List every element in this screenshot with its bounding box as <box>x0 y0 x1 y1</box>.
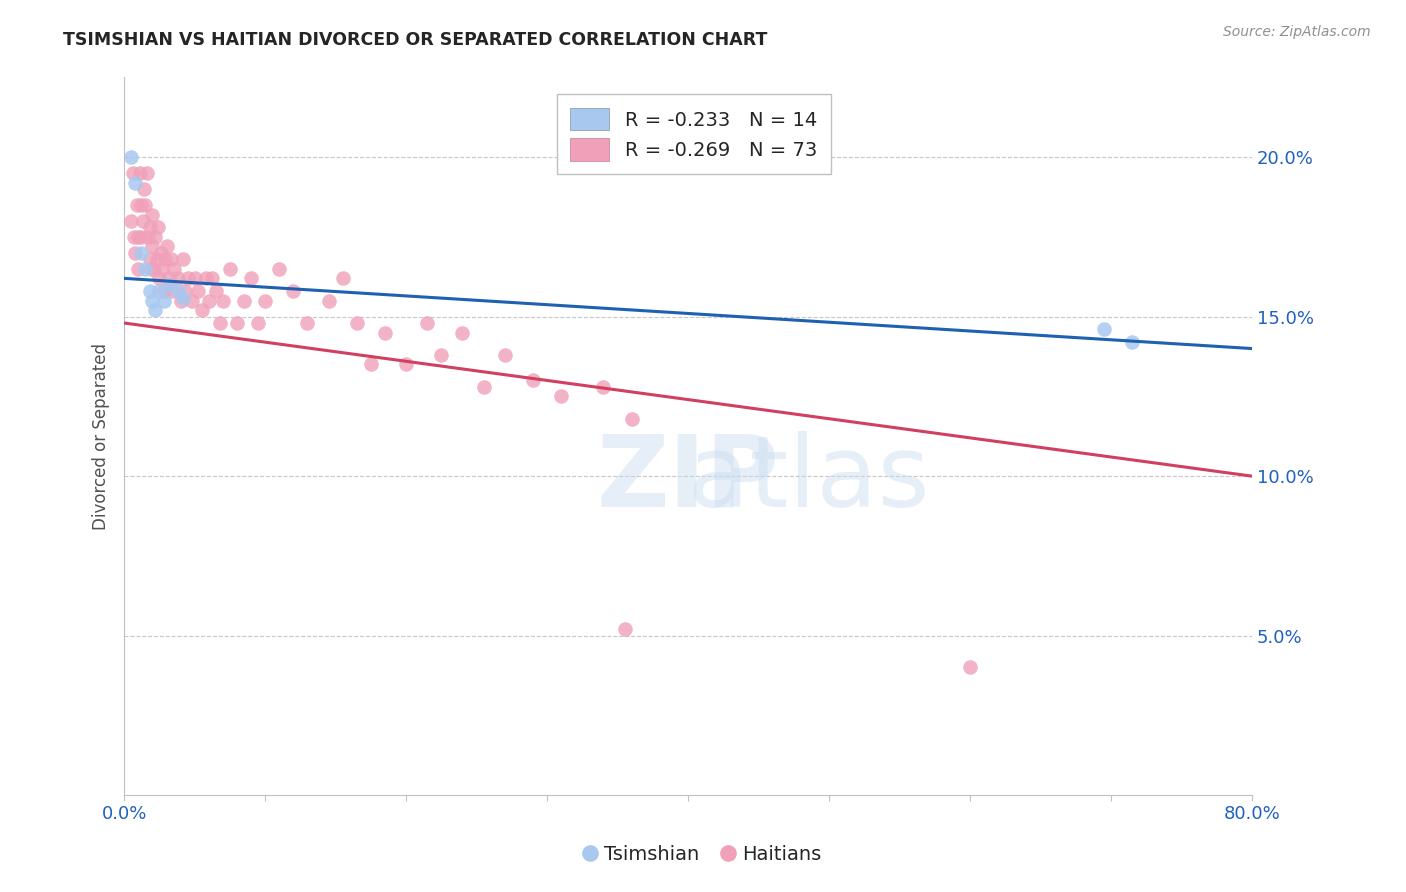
Point <box>138 284 160 298</box>
Point <box>134 198 156 212</box>
Point <box>136 230 159 244</box>
Point <box>150 261 173 276</box>
Point <box>176 271 198 285</box>
Point <box>129 230 152 244</box>
Point <box>592 380 614 394</box>
Point <box>160 284 183 298</box>
Point <box>122 230 145 244</box>
Point <box>141 239 163 253</box>
Point <box>143 230 166 244</box>
Point <box>318 293 340 308</box>
Text: atlas: atlas <box>688 431 929 528</box>
Point <box>138 220 160 235</box>
Point <box>416 316 439 330</box>
Point <box>124 176 146 190</box>
Point <box>149 245 172 260</box>
Point <box>125 198 148 212</box>
Point <box>254 293 277 308</box>
Point <box>129 245 152 260</box>
Text: TSIMSHIAN VS HAITIAN DIVORCED OR SEPARATED CORRELATION CHART: TSIMSHIAN VS HAITIAN DIVORCED OR SEPARAT… <box>63 31 768 49</box>
Point <box>141 208 163 222</box>
Point <box>219 261 242 276</box>
Point <box>138 252 160 267</box>
Point <box>166 271 188 285</box>
Point <box>166 284 188 298</box>
Point <box>128 166 150 180</box>
Point <box>120 214 142 228</box>
Point <box>212 293 235 308</box>
Point <box>153 252 176 267</box>
Point <box>121 166 143 180</box>
Point <box>959 660 981 674</box>
Point <box>135 166 157 180</box>
Point <box>183 271 205 285</box>
Point <box>233 293 256 308</box>
Point <box>141 293 163 308</box>
Point <box>145 252 167 267</box>
Point <box>169 293 191 308</box>
Point <box>190 303 212 318</box>
Point <box>297 316 319 330</box>
Point <box>132 182 155 196</box>
Point <box>346 316 368 330</box>
Point <box>209 316 232 330</box>
Point <box>159 252 181 267</box>
Point <box>494 348 516 362</box>
Point <box>186 284 208 298</box>
Point <box>152 284 174 298</box>
Point <box>180 293 202 308</box>
Point <box>550 389 572 403</box>
Point <box>131 214 153 228</box>
Point <box>120 150 142 164</box>
Point <box>152 293 174 308</box>
Point <box>173 284 195 298</box>
Point <box>472 380 495 394</box>
Point <box>240 271 263 285</box>
Point <box>172 291 194 305</box>
Point <box>148 284 170 298</box>
Point <box>134 261 156 276</box>
Point <box>430 348 453 362</box>
Point <box>613 622 636 636</box>
Point <box>172 252 194 267</box>
Point <box>374 326 396 340</box>
Point <box>201 271 224 285</box>
Point <box>148 271 170 285</box>
Point <box>1092 322 1115 336</box>
Text: Source: ZipAtlas.com: Source: ZipAtlas.com <box>1223 25 1371 39</box>
Point <box>157 277 180 292</box>
Point <box>360 358 382 372</box>
Point <box>139 261 162 276</box>
Legend: Tsimshian, Haitians: Tsimshian, Haitians <box>576 837 830 871</box>
Point <box>197 293 219 308</box>
Text: ZIP: ZIP <box>596 431 779 528</box>
Point <box>142 261 165 276</box>
Point <box>155 239 177 253</box>
Point <box>129 198 152 212</box>
Point <box>194 271 217 285</box>
Point <box>522 373 544 387</box>
Point <box>205 284 228 298</box>
Point <box>332 271 354 285</box>
Point <box>127 230 149 244</box>
Legend: R = -0.233   N = 14, R = -0.269   N = 73: R = -0.233 N = 14, R = -0.269 N = 73 <box>557 95 831 174</box>
Point <box>620 411 643 425</box>
Point <box>395 358 418 372</box>
Point <box>124 245 146 260</box>
Point <box>1121 335 1143 350</box>
Point <box>247 316 270 330</box>
Point <box>146 220 169 235</box>
Point <box>269 261 291 276</box>
Point <box>162 261 184 276</box>
Point <box>226 316 249 330</box>
Point <box>127 261 149 276</box>
Point <box>283 284 305 298</box>
Point <box>451 326 474 340</box>
Point <box>157 271 180 285</box>
Point <box>143 303 166 318</box>
Y-axis label: Divorced or Separated: Divorced or Separated <box>93 343 110 530</box>
